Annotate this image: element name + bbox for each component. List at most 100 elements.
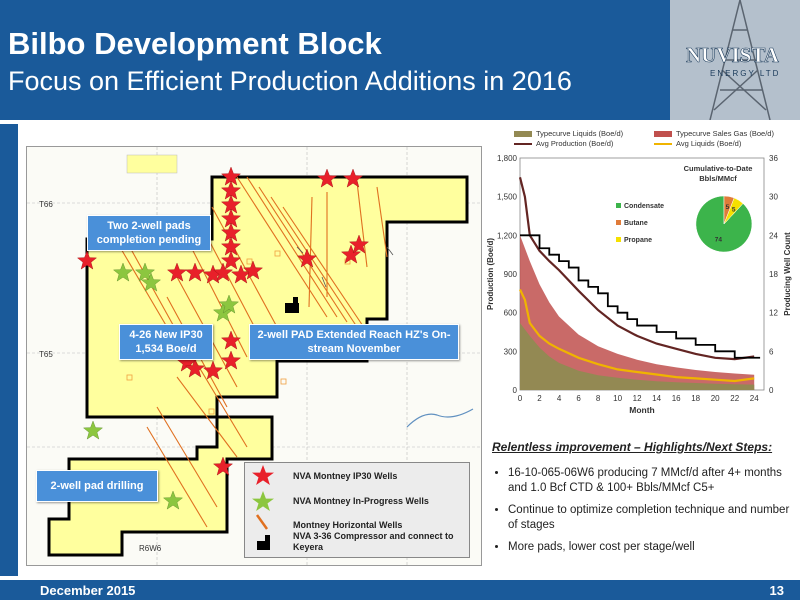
green-star-icon bbox=[134, 262, 156, 282]
callout-pad-drilling: 2-well pad drilling bbox=[36, 470, 158, 502]
red-star-icon bbox=[340, 244, 362, 264]
y2-tick-label: 30 bbox=[769, 193, 778, 202]
red-star-icon bbox=[220, 330, 242, 350]
highlight-item: 16-10-065-06W6 producing 7 MMcf/d after … bbox=[508, 466, 792, 496]
green-star-icon bbox=[82, 420, 104, 440]
red-star-icon bbox=[166, 262, 188, 282]
y2-tick-label: 0 bbox=[769, 386, 774, 395]
y-tick-label: 1,800 bbox=[497, 154, 518, 163]
ip30-well-markers bbox=[76, 166, 370, 476]
red-star-icon bbox=[184, 262, 206, 282]
x-axis-label: Month bbox=[629, 405, 655, 415]
title-banner: Bilbo Development Block Focus on Efficie… bbox=[0, 0, 670, 120]
y2-tick-label: 6 bbox=[769, 347, 774, 356]
y-axis-label: Production (Boe/d) bbox=[486, 238, 495, 310]
x-tick-label: 0 bbox=[518, 394, 523, 403]
y2-tick-label: 24 bbox=[769, 231, 778, 240]
compressor-icon bbox=[285, 297, 299, 313]
green-star-icon bbox=[218, 294, 240, 314]
red-star-icon bbox=[316, 168, 338, 188]
legend-swatch bbox=[654, 131, 672, 137]
pie-legend-swatch bbox=[616, 220, 621, 225]
y-tick-label: 300 bbox=[504, 347, 518, 356]
avg-liquids-line bbox=[519, 289, 755, 383]
footer-date: December 2015 bbox=[40, 583, 136, 598]
in-progress-well-markers bbox=[82, 262, 240, 510]
y2-tick-label: 36 bbox=[769, 154, 778, 163]
page-subtitle: Focus on Efficient Production Additions … bbox=[8, 66, 572, 96]
y2-axis-label: Producing Well Count bbox=[783, 232, 792, 316]
production-chart: Typecurve Liquids (Boe/d) Typecurve Sales… bbox=[484, 128, 796, 418]
y2-tick-label: 12 bbox=[769, 309, 778, 318]
map-legend: NVA Montney IP30 Wells NVA Montney In-Pr… bbox=[244, 462, 470, 558]
highlight-item: More pads, lower cost per stage/well bbox=[508, 540, 792, 555]
legend-label: Avg Production (Boe/d) bbox=[536, 139, 614, 148]
x-tick-label: 6 bbox=[576, 394, 581, 403]
township-label-t66: T66 bbox=[39, 200, 53, 209]
typecurve-liquids-area bbox=[520, 323, 755, 390]
callout-extended-reach-pad: 2-well PAD Extended Reach HZ's On-stream… bbox=[249, 324, 459, 360]
y-tick-label: 900 bbox=[504, 270, 518, 279]
red-star-icon bbox=[342, 168, 364, 188]
callout-completion-pending: Two 2-well pads completion pending bbox=[87, 215, 211, 251]
green-star-icon bbox=[252, 491, 274, 511]
highlights-list: 16-10-065-06W6 producing 7 MMcf/d after … bbox=[492, 466, 792, 555]
legend-icons bbox=[252, 465, 274, 550]
x-tick-label: 10 bbox=[613, 394, 622, 403]
red-star-icon bbox=[212, 456, 234, 476]
production-chart-svg: Typecurve Liquids (Boe/d) Typecurve Sales… bbox=[486, 129, 792, 415]
left-accent-bar bbox=[0, 124, 18, 576]
pie-slice-label: 5 bbox=[732, 207, 736, 214]
y2-tick-label: 18 bbox=[769, 270, 778, 279]
well-count-line bbox=[520, 234, 761, 359]
y-tick-label: 1,500 bbox=[497, 193, 518, 202]
x-tick-label: 8 bbox=[596, 394, 601, 403]
page-number: 13 bbox=[769, 583, 784, 598]
pie-legend-swatch bbox=[616, 237, 621, 242]
red-star-icon bbox=[76, 250, 98, 270]
y-tick-label: 600 bbox=[504, 309, 518, 318]
legend-label: Typecurve Liquids (Boe/d) bbox=[536, 129, 624, 138]
x-tick-label: 22 bbox=[730, 394, 739, 403]
y-tick-label: 1,200 bbox=[497, 231, 518, 240]
legend-horizontal-label: Montney Horizontal Wells bbox=[293, 520, 403, 530]
logo-graphic: NUVISTA ENERGY LTD bbox=[670, 0, 800, 120]
green-star-icon bbox=[112, 262, 134, 282]
typecurve-gas-area bbox=[520, 235, 755, 390]
legend-in-progress-label: NVA Montney In-Progress Wells bbox=[293, 496, 429, 506]
development-block-area bbox=[47, 175, 469, 557]
red-star-icon bbox=[212, 262, 234, 282]
red-star-icon bbox=[348, 234, 370, 254]
range-label-r6w6: R6W6 bbox=[139, 544, 162, 553]
green-star-icon bbox=[162, 490, 184, 510]
red-star-icon bbox=[296, 248, 318, 268]
green-star-icon bbox=[140, 272, 162, 292]
legend-ip30-label: NVA Montney IP30 Wells bbox=[293, 471, 398, 481]
x-tick-label: 18 bbox=[691, 394, 700, 403]
callout-new-ip30: 4-26 New IP30 1,534 Boe/d bbox=[119, 324, 213, 360]
legend-swatch bbox=[514, 131, 532, 137]
legend-label: Typecurve Sales Gas (Boe/d) bbox=[676, 129, 774, 138]
pie-slice bbox=[723, 197, 744, 225]
x-tick-label: 14 bbox=[652, 394, 661, 403]
x-tick-label: 12 bbox=[633, 394, 642, 403]
pie-legend-label: Butane bbox=[624, 220, 648, 227]
logo-subtext: ENERGY LTD bbox=[710, 69, 780, 78]
x-tick-label: 20 bbox=[711, 394, 720, 403]
page-title: Bilbo Development Block bbox=[8, 26, 382, 61]
y-tick-label: 0 bbox=[513, 386, 518, 395]
pie-title: Cumulative-to-Date Bbls/MMcf bbox=[684, 164, 753, 183]
pie-slice-label: 5 bbox=[726, 204, 730, 211]
company-logo: NUVISTA ENERGY LTD bbox=[670, 0, 800, 120]
x-tick-label: 24 bbox=[750, 394, 759, 403]
red-star-icon bbox=[242, 260, 264, 280]
x-tick-label: 4 bbox=[557, 394, 562, 403]
highlights-section: Relentless improvement – Highlights/Next… bbox=[492, 440, 792, 562]
pie-slice-label: 74 bbox=[715, 236, 723, 243]
x-tick-label: 16 bbox=[672, 394, 681, 403]
footer-bar: December 2015 13 bbox=[0, 580, 800, 600]
compressor-legend-icon bbox=[257, 535, 270, 550]
red-star-icon bbox=[220, 250, 242, 270]
pie-legend-swatch bbox=[616, 203, 621, 208]
horizontal-well-icon bbox=[255, 514, 269, 530]
